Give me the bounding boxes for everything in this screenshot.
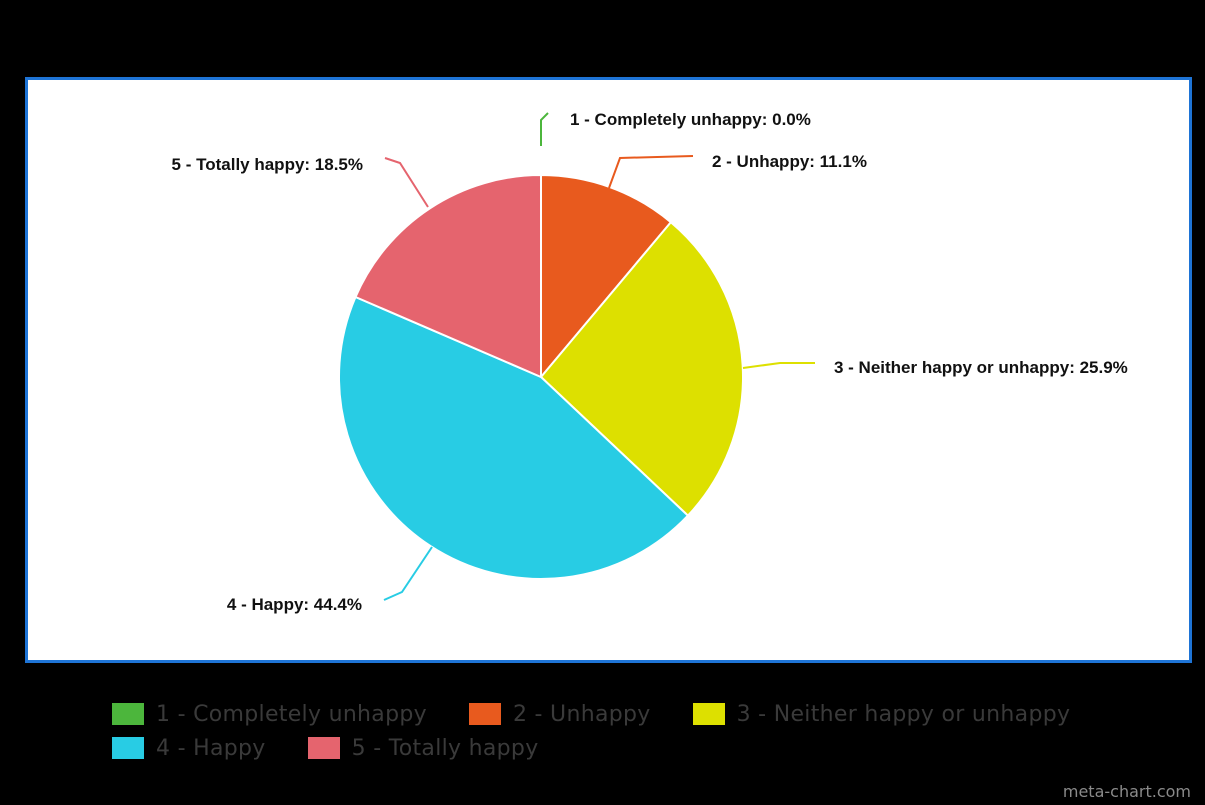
legend-label-5: 5 - Totally happy — [351, 735, 539, 761]
slice-label-5: 5 - Totally happy: 18.5% — [172, 155, 363, 174]
leader-line-5 — [384, 157, 429, 208]
slice-label-3: 3 - Neither happy or unhappy: 25.9% — [834, 358, 1128, 377]
legend-item-2[interactable]: 2 - Unhappy — [468, 701, 651, 727]
pie-slice-4[interactable] — [337, 295, 690, 581]
legend-label-2: 2 - Unhappy — [512, 701, 651, 727]
legend-row-2: 4 - Happy 5 - Totally happy — [112, 731, 1142, 765]
leader-line-2 — [608, 155, 694, 189]
leader-line-3 — [742, 362, 815, 369]
watermark[interactable]: meta-chart.com — [1062, 782, 1191, 801]
legend-row-1: 1 - Completely unhappy 2 - Unhappy 3 - N… — [112, 697, 1142, 731]
pie-slice-3[interactable] — [539, 220, 744, 518]
legend: 1 - Completely unhappy 2 - Unhappy 3 - N… — [112, 697, 1142, 765]
legend-label-3: 3 - Neither happy or unhappy — [736, 701, 1071, 727]
legend-swatch-4 — [112, 737, 144, 759]
legend-item-3[interactable]: 3 - Neither happy or unhappy — [692, 701, 1071, 727]
legend-swatch-3 — [692, 703, 725, 725]
pie-slice-5[interactable] — [354, 173, 542, 379]
legend-item-1[interactable]: 1 - Completely unhappy — [112, 702, 427, 727]
slice-label-1: 1 - Completely unhappy: 0.0% — [570, 110, 811, 129]
legend-item-5[interactable]: 5 - Totally happy — [307, 735, 539, 761]
legend-item-4[interactable]: 4 - Happy — [112, 736, 266, 761]
legend-swatch-2 — [468, 703, 501, 725]
slice-label-2: 2 - Unhappy: 11.1% — [712, 152, 867, 171]
leader-line-1 — [540, 112, 549, 146]
leader-line-4 — [383, 546, 433, 601]
legend-label-4: 4 - Happy — [156, 735, 266, 761]
legend-swatch-5 — [307, 737, 340, 759]
legend-swatch-1 — [112, 703, 144, 725]
legend-label-1: 1 - Completely unhappy — [156, 701, 427, 727]
slice-label-4: 4 - Happy: 44.4% — [227, 595, 362, 614]
